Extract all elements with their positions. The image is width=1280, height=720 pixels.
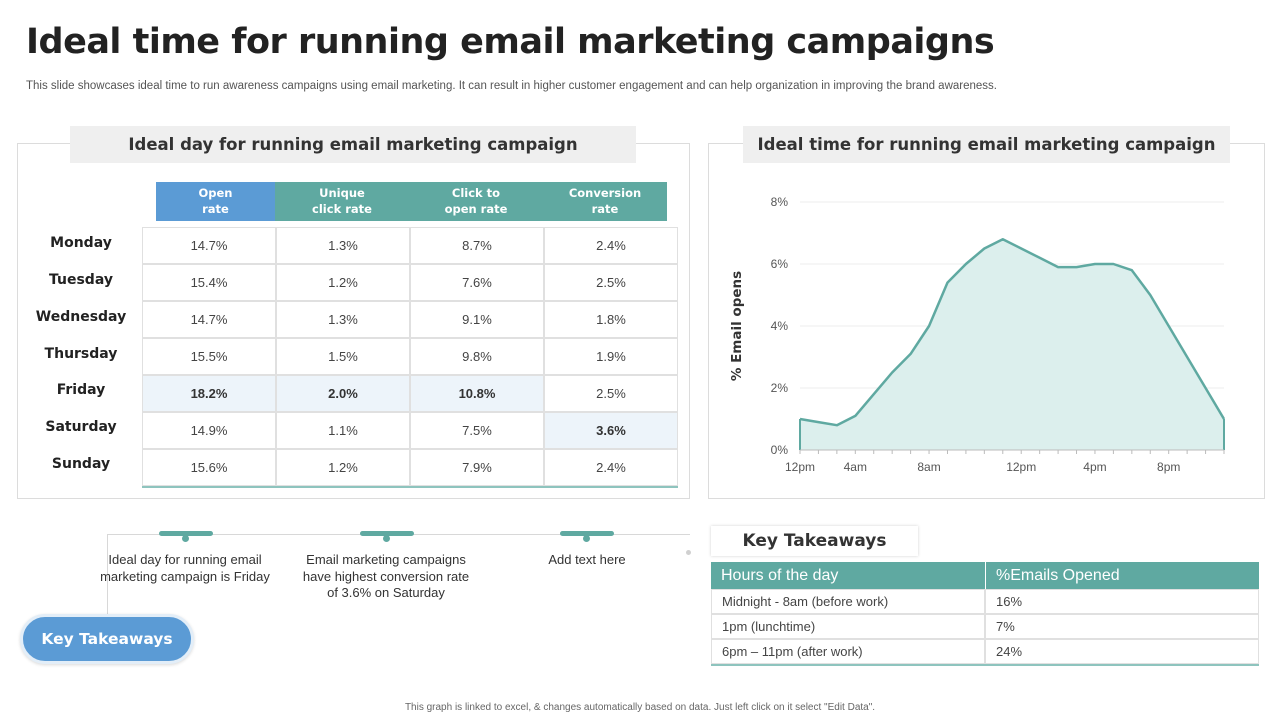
timeline-end-dot (686, 550, 691, 555)
table-cell: 10.8% (410, 375, 544, 412)
key-takeaways-title: Key Takeaways (711, 526, 918, 556)
timeline-connector-vertical (107, 534, 108, 616)
time-chart-header: Ideal time for running email marketing c… (743, 126, 1230, 163)
table-row: 15.5% 1.5% 9.8% 1.9% (142, 338, 678, 375)
x-tick-label: 12pm (1006, 460, 1036, 474)
day-label-saturday: Saturday (45, 419, 117, 435)
timeline-marker-dot (182, 535, 189, 542)
key-takeaways-table: Hours of the day %Emails Opened Midnight… (711, 562, 1259, 666)
table-cell: 15.5% (142, 338, 276, 375)
table-row: 14.7% 1.3% 9.1% 1.8% (142, 301, 678, 338)
table-header-emails-opened: %Emails Opened (985, 562, 1259, 589)
table-cell: 1.3% (276, 227, 410, 264)
timeline-marker-bar (159, 531, 213, 536)
x-tick-label: 8pm (1157, 460, 1180, 474)
table-row: 15.4% 1.2% 7.6% 2.5% (142, 264, 678, 301)
page-subtitle: This slide showcases ideal time to run a… (26, 80, 997, 92)
y-tick-label: 8% (771, 195, 789, 209)
table-cell: 2.0% (276, 375, 410, 412)
table-cell: 14.9% (142, 412, 276, 449)
table-cell: 18.2% (142, 375, 276, 412)
table-row: 14.9% 1.1% 7.5% 3.6% (142, 412, 678, 449)
x-tick-label: 12pm (785, 460, 815, 474)
table-header-hours: Hours of the day (721, 566, 839, 584)
column-header-unique-click-rate: Unique click rate (275, 182, 409, 221)
table-cell: 6pm – 11pm (after work) (711, 639, 985, 664)
y-tick-label: 6% (771, 257, 789, 271)
x-tick-label: 8am (917, 460, 940, 474)
timeline-marker-dot (583, 535, 590, 542)
table-cell: Midnight - 8am (before work) (711, 589, 985, 614)
table-row: 14.7% 1.3% 8.7% 2.4% (142, 227, 678, 264)
table-cell: 2.5% (544, 375, 678, 412)
key-takeaways-button[interactable]: Key Takeaways (20, 614, 194, 664)
day-label-monday: Monday (50, 235, 112, 251)
table-cell: 7.5% (410, 412, 544, 449)
table-cell: 2.4% (544, 449, 678, 486)
table-cell: 1.2% (276, 449, 410, 486)
table-cell: 15.6% (142, 449, 276, 486)
column-header-conversion-rate: Conversion rate (543, 182, 667, 221)
table-cell: 7.9% (410, 449, 544, 486)
table-row: Midnight - 8am (before work) 16% (711, 589, 1259, 614)
table-row: 18.2% 2.0% 10.8% 2.5% (142, 375, 678, 412)
y-tick-label: 0% (771, 443, 789, 457)
page-title: Ideal time for running email marketing c… (26, 22, 995, 62)
table-header-row: Hours of the day %Emails Opened (711, 562, 1259, 589)
area-fill (800, 239, 1224, 450)
table-cell: 2.5% (544, 264, 678, 301)
column-header-click-to-open-rate: Click to open rate (409, 182, 543, 221)
timeline-marker-dot (383, 535, 390, 542)
table-cell: 3.6% (544, 412, 678, 449)
table-cell: 16% (985, 589, 1259, 614)
table-cell: 1.1% (276, 412, 410, 449)
table-cell: 14.7% (142, 227, 276, 264)
takeaway-text-placeholder: Add text here (548, 552, 626, 567)
table-cell: 1.3% (276, 301, 410, 338)
series-line (799, 237, 1226, 427)
table-row: 6pm – 11pm (after work) 24% (711, 639, 1259, 664)
table-cell: 24% (985, 639, 1259, 664)
day-label-sunday: Sunday (51, 456, 111, 472)
footer-note: This graph is linked to excel, & changes… (404, 702, 876, 713)
table-cell: 7.6% (410, 264, 544, 301)
table-cell: 8.7% (410, 227, 544, 264)
table-cell: 15.4% (142, 264, 276, 301)
x-tick-label: 4pm (1083, 460, 1106, 474)
timeline-marker-bar (560, 531, 614, 536)
day-label-wednesday: Wednesday (35, 309, 127, 325)
table-cell: 1pm (lunchtime) (711, 614, 985, 639)
table-cell: 9.1% (410, 301, 544, 338)
day-label-friday: Friday (56, 382, 106, 398)
table-cell: 1.9% (544, 338, 678, 375)
table-row: 15.6% 1.2% 7.9% 2.4% (142, 449, 678, 486)
day-label-thursday: Thursday (44, 346, 118, 362)
column-header-open-rate: Open rate (156, 182, 275, 221)
y-tick-label: 4% (771, 319, 789, 333)
table-cell: 9.8% (410, 338, 544, 375)
table-cell: 2.4% (544, 227, 678, 264)
email-opens-area-chart: 0% 2% 4% 6% 8% 12pm 4am 8am 12pm 4pm 8pm % Email op… (729, 195, 1226, 474)
takeaway-text-saturday: Email marketing campaigns have highest c… (302, 552, 470, 600)
day-table-header: Ideal day for running email marketing ca… (70, 126, 636, 163)
table-cell: 1.5% (276, 338, 410, 375)
day-metrics-table: 14.7% 1.3% 8.7% 2.4% 15.4% 1.2% 7.6% 2.5… (142, 227, 678, 488)
x-tick-label: 4am (844, 460, 867, 474)
table-cell: 7% (985, 614, 1259, 639)
table-row: 1pm (lunchtime) 7% (711, 614, 1259, 639)
y-axis-label: % Email opens (729, 271, 745, 381)
table-cell: 1.8% (544, 301, 678, 338)
takeaway-text-friday: Ideal day for running email marketing ca… (100, 552, 270, 584)
timeline-marker-bar (360, 531, 414, 536)
day-label-tuesday: Tuesday (49, 272, 113, 288)
table-cell: 14.7% (142, 301, 276, 338)
y-tick-label: 2% (771, 381, 789, 395)
table-cell: 1.2% (276, 264, 410, 301)
